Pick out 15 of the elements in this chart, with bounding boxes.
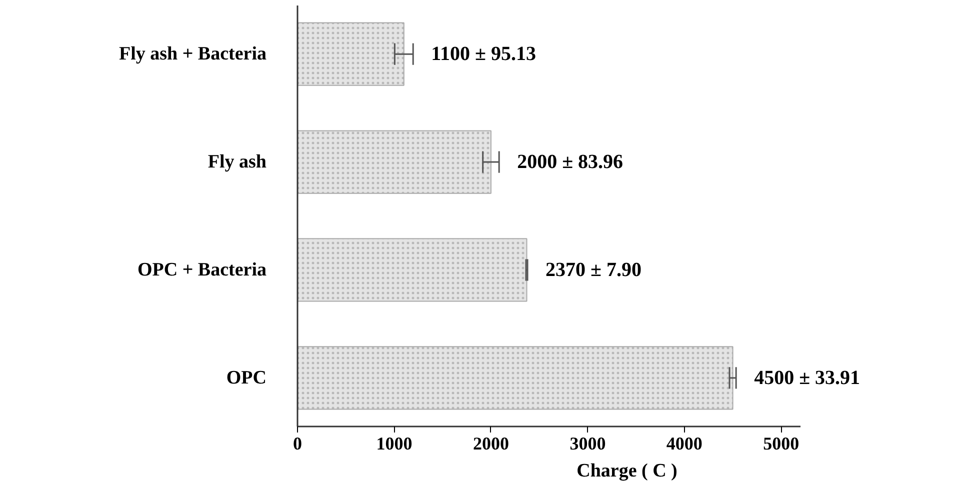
y-tick-label: OPC + Bacteria: [137, 259, 267, 280]
x-tick-label: 2000: [472, 434, 509, 454]
y-tick-label: Fly ash + Bacteria: [119, 44, 267, 65]
x-tick-label: 0: [293, 434, 302, 454]
x-tick-label: 4000: [666, 434, 702, 454]
x-tick-label: 5000: [763, 434, 800, 454]
data-label: 4500 ± 33.91: [754, 366, 860, 389]
x-tick-label: 3000: [570, 434, 606, 454]
data-label: 2370 ± 7.90: [546, 258, 642, 281]
x-axis-title: Charge ( C ): [576, 460, 678, 482]
data-label: 2000 ± 83.96: [517, 151, 624, 174]
data-label: 1100 ± 95.13: [431, 43, 536, 66]
y-tick-label: Fly ash: [208, 152, 267, 173]
y-tick-label: OPC: [226, 367, 267, 388]
x-tick-label: 1000: [376, 434, 412, 454]
